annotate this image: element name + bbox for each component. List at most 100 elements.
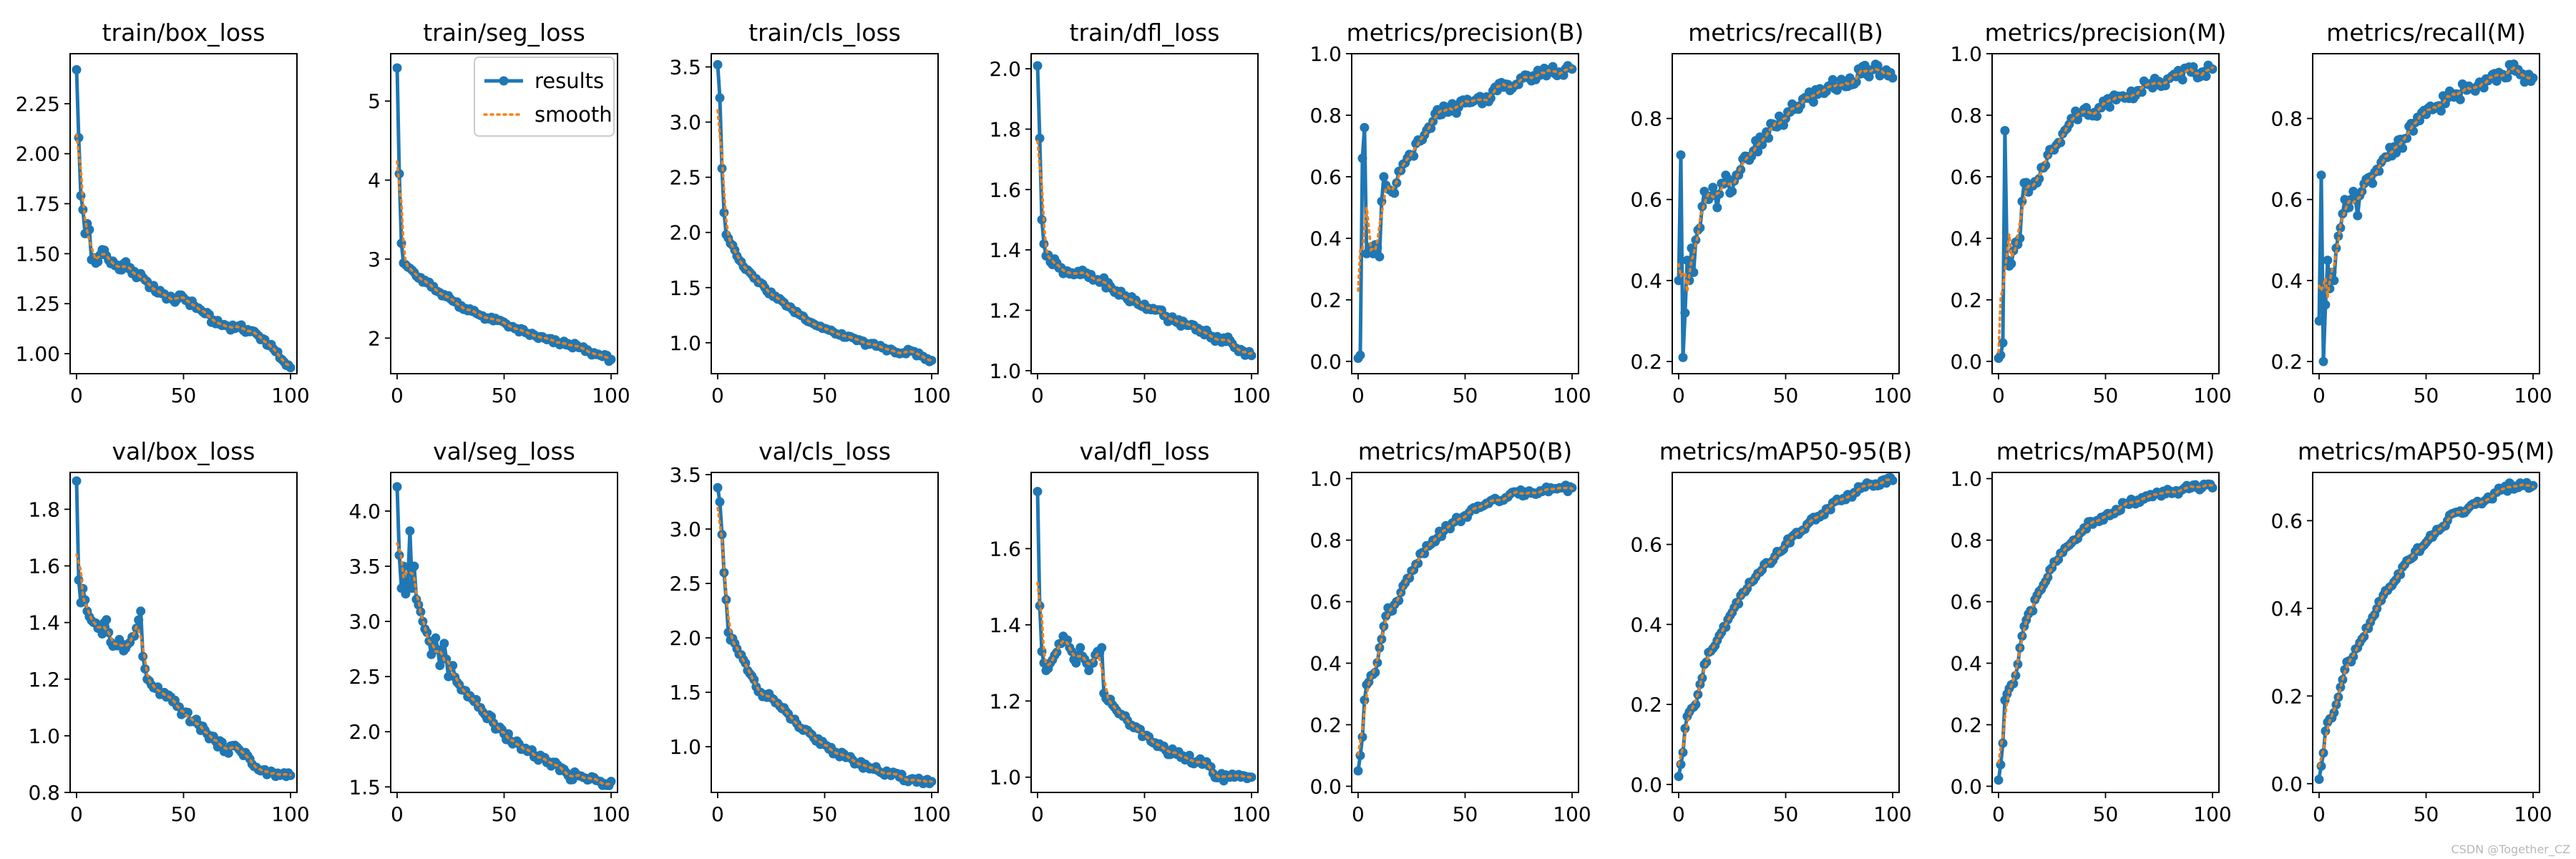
y-tick-label: 0.0: [1309, 350, 1342, 374]
y-tick-label: 2.0: [989, 57, 1021, 81]
y-tick-label: 3.5: [669, 55, 701, 79]
results-point: [392, 63, 402, 73]
smooth-line: [1997, 483, 2214, 765]
results-point: [1039, 239, 1049, 249]
results-point: [1676, 150, 1686, 160]
y-tick-label: 0.4: [1309, 227, 1342, 251]
subplot-metrics-recall-m-: metrics/recall(M) 0 50 100 0.2 0.4 0.6 0.8: [2270, 19, 2552, 407]
y-tick-label: 1.5: [348, 775, 381, 799]
results-point: [2368, 178, 2378, 188]
results-point: [1379, 172, 1389, 182]
results-point: [76, 190, 86, 200]
y-tick-label: 0.6: [1950, 591, 1982, 614]
x-tick-label: 100: [912, 384, 950, 407]
results-point: [1088, 658, 1098, 668]
y-tick-label: 1.5: [669, 276, 701, 300]
results-point: [927, 356, 937, 365]
subplot-title: metrics/mAP50-95(M): [2298, 437, 2555, 465]
y-tick-label: 1.8: [989, 117, 1021, 141]
subplot-title: metrics/precision(B): [1347, 19, 1584, 47]
x-tick-label: 50: [812, 384, 838, 407]
results-point: [2333, 231, 2343, 241]
y-tick-label: 2.00: [16, 142, 60, 166]
subplot-val-cls-loss: val/cls_loss 0 50 100 1.0 1.5 2.0 2.5 3.0 3.5: [669, 437, 950, 826]
results-point: [2006, 258, 2016, 268]
smooth-line: [75, 553, 292, 777]
y-tick-label: 0.6: [1309, 591, 1342, 614]
results-point: [1071, 658, 1081, 668]
x-tick-label: 50: [1773, 802, 1799, 826]
subplot-title: train/box_loss: [102, 19, 265, 47]
results-point: [2436, 106, 2446, 116]
x-tick-label: 100: [592, 384, 630, 407]
results-point: [1360, 122, 1370, 132]
y-tick-label: 0.2: [2270, 350, 2303, 374]
results-point: [1712, 203, 1722, 213]
x-tick-label: 50: [171, 384, 197, 407]
results-point: [2502, 72, 2512, 82]
results-point: [2398, 143, 2408, 153]
results-point: [2105, 102, 2114, 112]
y-tick-label: 0.8: [1950, 104, 1982, 127]
results-point: [2137, 87, 2147, 97]
legend-box: [474, 57, 615, 137]
y-tick-label: 0.2: [1309, 713, 1342, 737]
results-point: [2492, 76, 2502, 86]
y-tick-label: 1.2: [989, 689, 1021, 713]
results-point: [1714, 189, 1724, 199]
results-point: [102, 615, 112, 625]
x-tick-label: 0: [70, 384, 83, 407]
results-point: [713, 482, 723, 492]
results-point: [136, 606, 146, 616]
y-tick-label: 0.6: [1630, 188, 1662, 212]
results-point: [2391, 148, 2401, 157]
y-tick-label: 4.0: [348, 500, 381, 523]
y-tick-label: 1.2: [989, 299, 1021, 322]
axes-frame: [390, 472, 618, 793]
results-point: [1355, 750, 1365, 760]
x-tick-label: 50: [1132, 384, 1158, 407]
y-tick-label: 0.2: [1950, 288, 1982, 312]
y-tick-label: 1.4: [28, 611, 60, 635]
results-point: [2336, 682, 2346, 692]
y-tick-label: 0.8: [1309, 104, 1342, 127]
results-point: [2528, 480, 2538, 490]
plot-area: [72, 64, 296, 373]
subplot-metrics-map50-b-: metrics/mAP50(B) 0 50 100 0.0 0.2 0.4 0.6 0.8 1.0: [1309, 437, 1591, 826]
x-tick-label: 100: [1873, 384, 1911, 407]
x-tick-label: 50: [1773, 384, 1799, 407]
results-point: [1353, 766, 1363, 776]
results-point: [2318, 356, 2328, 367]
y-tick-label: 0.4: [1630, 269, 1662, 293]
results-point: [72, 64, 82, 74]
results-point: [1375, 252, 1385, 262]
results-point: [2207, 64, 2218, 74]
y-tick-label: 1.8: [28, 498, 60, 521]
y-tick-label: 0.2: [1630, 693, 1662, 717]
subplot-title: metrics/recall(M): [2326, 19, 2526, 47]
smooth-line: [1357, 486, 1574, 756]
plot-area: [1674, 472, 1898, 782]
results-point: [1996, 759, 2006, 770]
results-point: [1390, 188, 1400, 198]
subplot-val-dfl-loss: val/dfl_loss 0 50 100 1.0 1.2 1.4 1.6: [989, 437, 1270, 826]
plot-area: [1033, 61, 1257, 361]
y-tick-label: 0.6: [1309, 165, 1342, 189]
subplot-metrics-recall-b-: metrics/recall(B) 0 50 100 0.2 0.4 0.6 0.8: [1630, 19, 1911, 407]
axes-frame: [711, 472, 939, 793]
results-point: [2314, 775, 2324, 785]
results-point: [405, 526, 415, 536]
x-tick-label: 100: [2193, 802, 2231, 826]
y-tick-label: 0.6: [1630, 533, 1662, 557]
x-tick-label: 100: [271, 802, 309, 826]
results-point: [1682, 256, 1692, 266]
results-point: [1825, 505, 1835, 515]
y-tick-label: 1.2: [28, 668, 60, 691]
x-tick-label: 0: [2313, 384, 2326, 407]
smooth-line: [1677, 67, 1894, 292]
y-tick-label: 1.00: [16, 342, 60, 366]
results-point: [1548, 62, 1558, 72]
results-point: [2415, 116, 2424, 125]
x-tick-label: 50: [2093, 384, 2119, 407]
